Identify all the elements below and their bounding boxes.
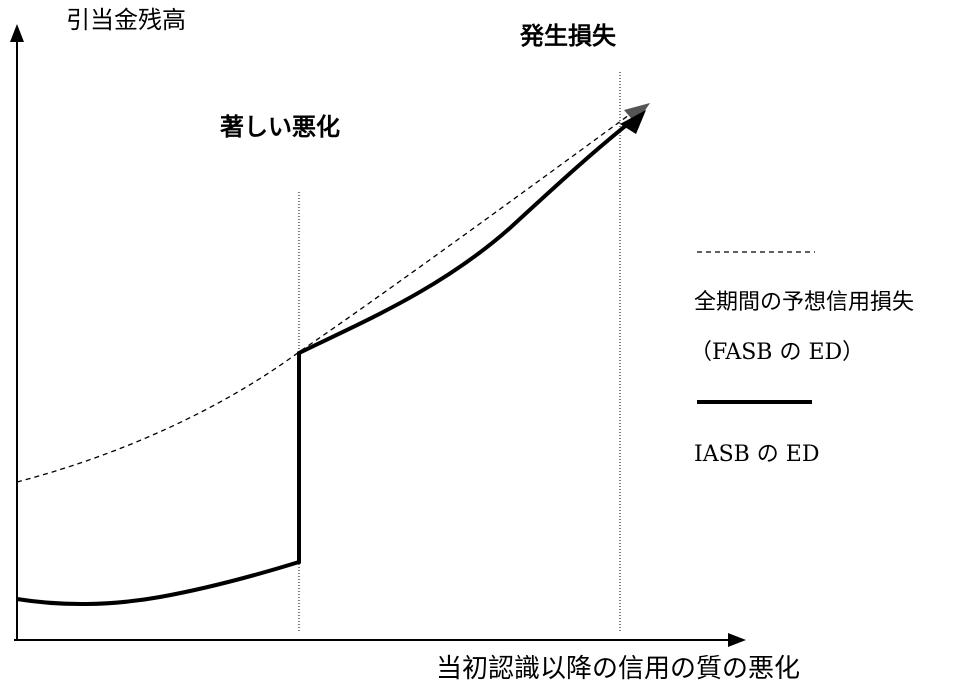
y-axis-label: 引当金残高 [66,6,186,34]
iasb-curve [16,117,636,607]
fasb-curve-arrowhead [624,103,650,124]
legend-fasb-label-line1: 全期間の予想信用損失 [694,290,915,315]
y-axis-arrow [10,24,24,42]
iasb-curve-arrowhead [620,110,646,134]
legend-fasb-label-line2: （FASB の ED） [690,340,865,365]
x-axis-arrow [728,633,746,647]
incurred-loss-label: 発生損失 [520,22,616,50]
legend-iasb-label: IASB の ED [694,442,820,467]
fasb-expected-loss-curve [16,106,641,483]
deterioration-label: 著しい悪化 [220,113,340,141]
x-axis-label: 当初認識以降の信用の質の悪化 [436,654,801,684]
